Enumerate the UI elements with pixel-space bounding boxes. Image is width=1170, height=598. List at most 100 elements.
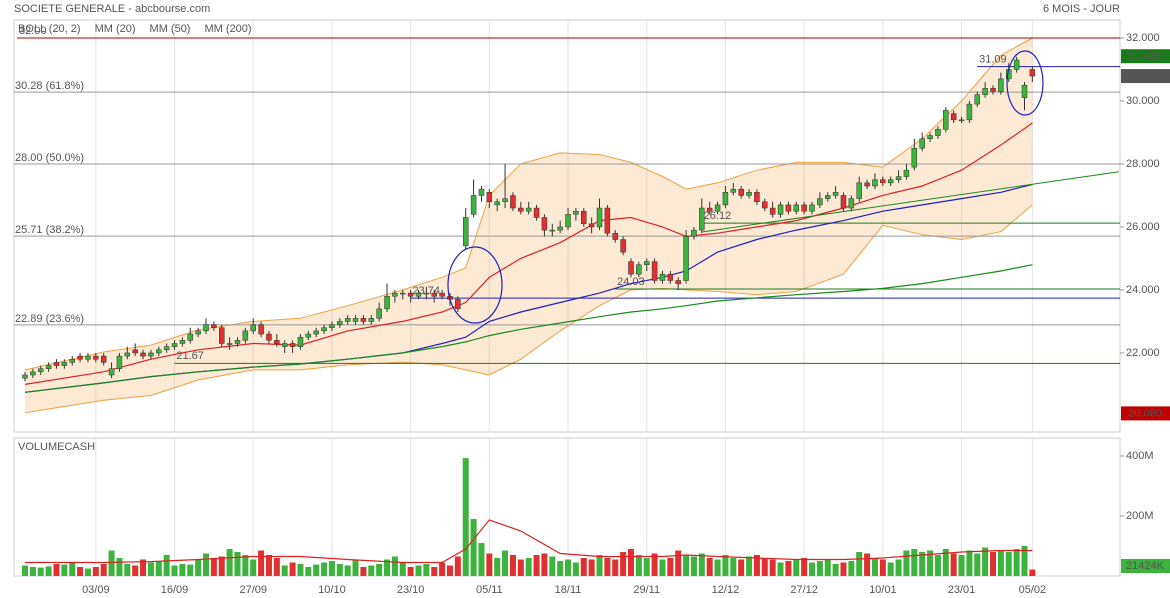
volume-bar <box>116 558 123 576</box>
candle-body <box>675 280 681 284</box>
volume-bar <box>927 550 934 576</box>
volume-bar <box>250 559 257 576</box>
band-fill <box>25 38 1033 413</box>
candle-body <box>581 210 587 225</box>
candle-body <box>321 327 327 332</box>
volume-bar <box>824 559 831 576</box>
volume-bar <box>911 549 918 576</box>
x-tick-label: 23/10 <box>397 584 425 596</box>
level-label: 26.12 <box>704 210 732 222</box>
chart-subtitle: 6 MOIS - JOUR <box>1043 3 1120 15</box>
volume-bar <box>565 559 572 576</box>
candle-body <box>628 261 634 275</box>
candle-body <box>801 204 807 212</box>
candle-body <box>305 333 312 338</box>
candle-body <box>533 207 540 218</box>
band-lower <box>24 204 1033 414</box>
candle-body <box>880 179 886 184</box>
volume-bar <box>903 550 910 576</box>
volume-bar <box>785 561 792 576</box>
candle-body <box>557 226 563 231</box>
panel-title: VOLUMECASH <box>18 441 95 453</box>
trend-line <box>701 171 1119 233</box>
candle-body <box>219 327 225 344</box>
x-tick-label: 12/12 <box>712 584 740 596</box>
level-label: 21.67 <box>176 350 204 362</box>
volume-bar <box>974 553 981 576</box>
candle-body <box>895 176 902 180</box>
volume-bar <box>502 550 509 576</box>
volume-bar <box>454 556 461 576</box>
candle-body <box>462 217 469 247</box>
volume-bar <box>879 559 886 576</box>
volume-bar <box>997 550 1004 576</box>
volume-bar <box>155 561 162 576</box>
candle-body <box>494 201 500 206</box>
volume-bar <box>163 555 170 576</box>
candle-body <box>431 292 437 297</box>
moving-average <box>24 122 1033 385</box>
volume-bar <box>22 565 28 576</box>
value-box-label: 20.080 <box>1128 407 1162 419</box>
volume-bar <box>37 567 44 576</box>
candle-body <box>376 308 382 319</box>
volume-bar <box>966 550 973 576</box>
candle-body <box>360 318 367 322</box>
volume-bar <box>667 558 674 576</box>
volume-bar <box>352 559 359 576</box>
candle-body <box>313 330 319 335</box>
volume-bar <box>69 562 76 576</box>
volume-bar <box>651 553 658 576</box>
x-tick-label: 27/12 <box>790 584 818 596</box>
volume-bar <box>620 552 627 576</box>
candle-body <box>636 264 642 275</box>
volume-bar <box>871 558 878 576</box>
candle-body <box>518 207 524 212</box>
volume-bar <box>258 550 265 576</box>
candle-body <box>478 188 485 196</box>
volume-bar <box>124 564 131 576</box>
candle-body <box>116 355 123 369</box>
candle-body <box>919 138 925 149</box>
volume-bar <box>336 564 343 576</box>
volume-bar <box>635 555 642 576</box>
volume-bar <box>45 566 52 576</box>
value-box-label: 21424K <box>1126 560 1165 572</box>
candle-body <box>502 198 508 202</box>
volume-bar <box>777 562 784 576</box>
candle-body <box>832 192 839 196</box>
annotation-circle <box>447 246 503 324</box>
volume-bar <box>423 564 430 576</box>
volume-bar <box>470 519 477 576</box>
x-tick-label: 10/10 <box>318 584 346 596</box>
volume-bar <box>321 562 328 576</box>
volume-bar <box>391 556 398 576</box>
volume-bar <box>746 556 753 576</box>
volume-bar <box>950 553 957 576</box>
fib-label: 22.89 (23.6%) <box>15 313 84 325</box>
value-box <box>1121 49 1170 64</box>
volume-bar <box>848 561 855 576</box>
volume-bar <box>439 562 446 576</box>
volume-bar <box>517 559 524 576</box>
volume-bar <box>486 553 493 576</box>
volume-bar <box>344 565 351 576</box>
volume-bar <box>171 565 178 576</box>
volume-bar <box>376 564 383 576</box>
volume-bar <box>415 565 422 576</box>
volume-bar <box>856 552 863 576</box>
volume-bar <box>399 562 406 576</box>
candle-body <box>274 340 280 344</box>
candle-body <box>714 204 721 212</box>
x-tick-label: 05/11 <box>476 584 503 596</box>
y-tick-label: 22.000 <box>1126 347 1160 359</box>
candle-body <box>659 273 666 281</box>
volume-bar <box>895 559 902 576</box>
volume-bar <box>100 564 107 576</box>
y-tick-label: 30.000 <box>1126 95 1160 107</box>
legend-label: BOLL (20, 2) <box>18 23 81 35</box>
volume-bar <box>596 555 603 576</box>
volume-bar <box>942 549 949 576</box>
candle-body <box>927 135 933 139</box>
